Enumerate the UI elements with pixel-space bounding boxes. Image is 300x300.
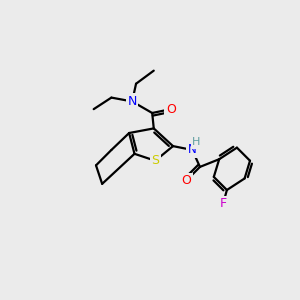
Text: N: N (128, 95, 137, 108)
Text: S: S (151, 154, 159, 167)
Text: F: F (220, 197, 226, 210)
Text: N: N (188, 143, 197, 157)
Text: H: H (192, 137, 200, 147)
Text: O: O (166, 103, 175, 116)
Text: O: O (181, 174, 191, 187)
